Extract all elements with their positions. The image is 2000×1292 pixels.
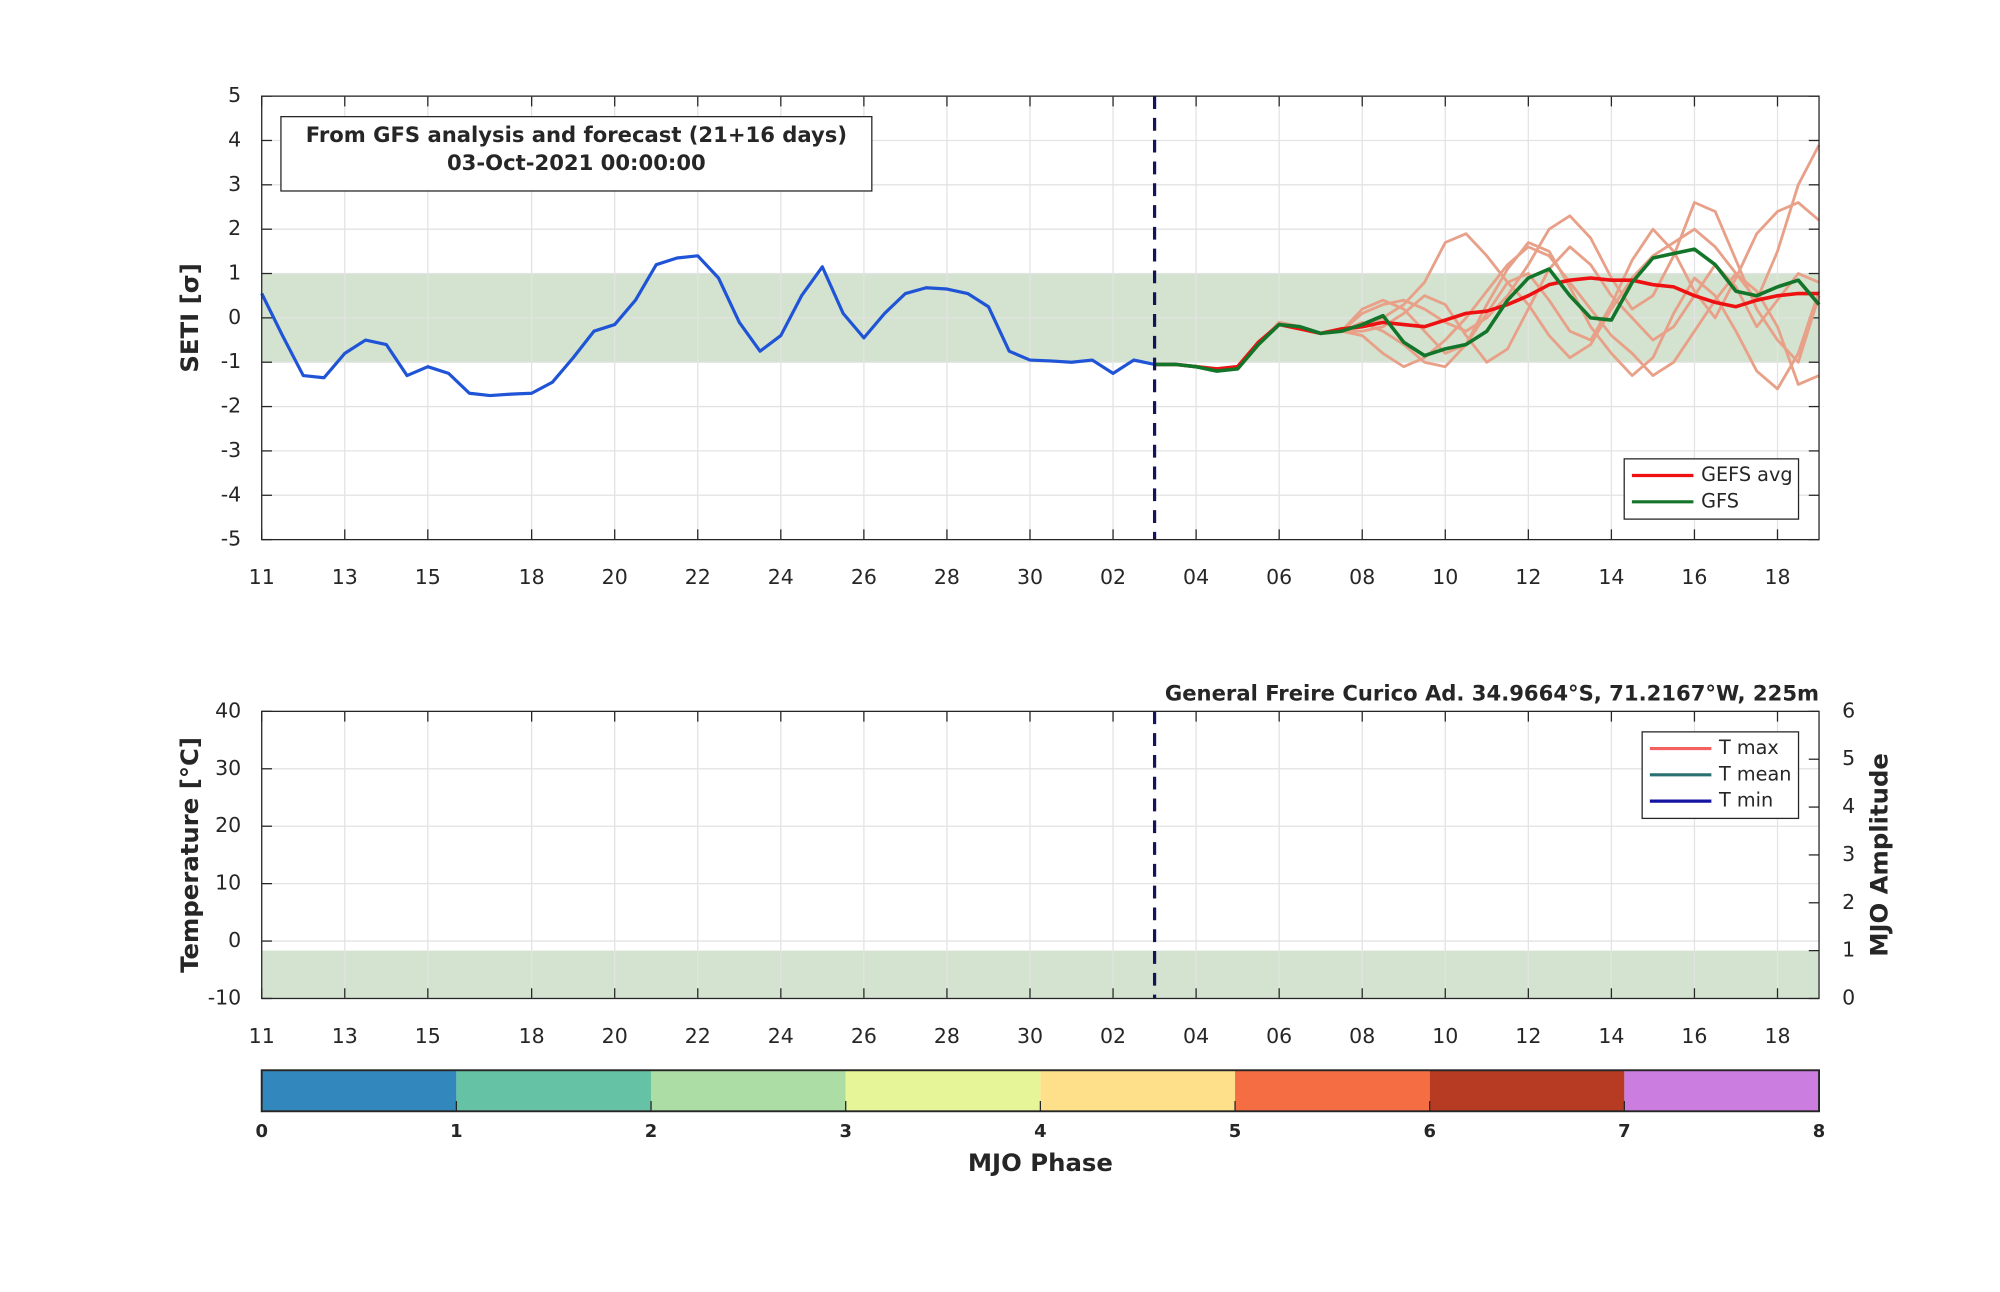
colorbar-segment: [1429, 1070, 1625, 1112]
y-tick-label: -4: [221, 482, 241, 506]
x-tick-label: 18: [1764, 565, 1790, 589]
colorbar-tick-label: 0: [255, 1121, 267, 1142]
y2-axis-label: MJO Amplitude: [1865, 753, 1894, 957]
y-tick-label: -5: [221, 527, 241, 551]
colorbar-tick-label: 6: [1423, 1121, 1435, 1142]
x-tick-label: 11: [249, 565, 275, 589]
colorbar-segment: [1624, 1070, 1820, 1112]
x-tick-label: 22: [685, 565, 711, 589]
title-box: [280, 115, 873, 192]
y-tick-label: 2: [228, 216, 241, 240]
analysis-line: [260, 254, 1155, 398]
x-tick-label: 08: [1349, 1024, 1375, 1048]
colorbar-label: MJO Phase: [968, 1148, 1113, 1177]
x-tick-label: 13: [332, 565, 358, 589]
x-tick-label: 14: [1598, 565, 1624, 589]
x-tick-label: 16: [1681, 1024, 1707, 1048]
y-tick-label: 5: [228, 83, 241, 107]
x-tick-label: 24: [768, 1024, 794, 1048]
x-tick-label: 16: [1681, 565, 1707, 589]
x-tick-label: 13: [332, 1024, 358, 1048]
x-tick-label: 18: [519, 1024, 545, 1048]
x-tick-label: 14: [1598, 1024, 1624, 1048]
y-tick-label: 4: [228, 127, 241, 151]
y2-tick-label: 5: [1842, 746, 1855, 770]
y-tick-label: 0: [228, 305, 241, 329]
band: [261, 950, 1820, 999]
x-tick-label: 28: [934, 1024, 960, 1048]
y-tick-label: 30: [215, 756, 241, 780]
x-tick-label: 02: [1100, 1024, 1126, 1048]
colorbar-segment: [261, 1070, 457, 1112]
legend-box: [1623, 458, 1800, 520]
x-tick-label: 06: [1266, 565, 1292, 589]
y2-tick-label: 6: [1842, 698, 1855, 722]
x-tick-label: 04: [1183, 1024, 1209, 1048]
chart-title: General Freire Curico Ad. 34.9664°S, 71.…: [1165, 681, 1819, 706]
y-tick-label: 3: [228, 172, 241, 196]
y2-tick-label: 2: [1842, 890, 1855, 914]
colorbar-tick-label: 3: [839, 1121, 851, 1142]
colorbar-segment: [456, 1070, 652, 1112]
x-tick-label: 30: [1017, 565, 1043, 589]
y-tick-label: 40: [215, 698, 241, 722]
colorbar-tick-label: 5: [1229, 1121, 1241, 1142]
legend-label: T mean: [1718, 762, 1791, 785]
series-line: [1154, 247, 1821, 373]
colorbar-tick-label: 8: [1813, 1121, 1825, 1142]
y-tick-label: -10: [208, 985, 241, 1009]
y-tick-label: -2: [221, 394, 241, 418]
axes-frame: [261, 710, 1820, 1000]
colorbar-segment: [1040, 1070, 1236, 1112]
y-axis-label: SETI [σ]: [175, 263, 204, 373]
y-tick-label: 10: [215, 871, 241, 895]
title-line: 03-Oct-2021 00:00:00: [447, 150, 706, 175]
x-tick-label: 15: [415, 1024, 441, 1048]
x-tick-label: 26: [851, 1024, 877, 1048]
legend-label: T min: [1718, 789, 1773, 812]
x-tick-label: 10: [1432, 565, 1458, 589]
x-tick-label: 30: [1017, 1024, 1043, 1048]
x-tick-label: 28: [934, 565, 960, 589]
y2-tick-label: 0: [1842, 985, 1855, 1009]
colorbar-tick-label: 2: [645, 1121, 657, 1142]
y-tick-label: -1: [221, 349, 241, 373]
colorbar-tick-label: 4: [1034, 1121, 1046, 1142]
y-tick-label: 1: [228, 261, 241, 285]
x-tick-label: 18: [1764, 1024, 1790, 1048]
x-tick-label: 02: [1100, 565, 1126, 589]
x-tick-label: 20: [602, 1024, 628, 1048]
y-axis-label: Temperature [°C]: [175, 737, 204, 973]
y-tick-label: 20: [215, 813, 241, 837]
colorbar-segment: [845, 1070, 1041, 1112]
x-tick-label: 12: [1515, 1024, 1541, 1048]
y2-tick-label: 1: [1842, 938, 1855, 962]
x-tick-label: 24: [768, 565, 794, 589]
x-tick-label: 12: [1515, 565, 1541, 589]
legend-label: GFS: [1701, 489, 1739, 512]
colorbar-segment: [1235, 1070, 1430, 1112]
x-tick-label: 26: [851, 565, 877, 589]
x-tick-label: 15: [415, 565, 441, 589]
y-tick-label: 0: [228, 928, 241, 952]
x-tick-label: 08: [1349, 565, 1375, 589]
colorbar-tick-label: 7: [1618, 1121, 1630, 1142]
x-tick-label: 10: [1432, 1024, 1458, 1048]
x-tick-label: 06: [1266, 1024, 1292, 1048]
colorbar-segment: [651, 1070, 846, 1112]
title-line: From GFS analysis and forecast (21+16 da…: [306, 122, 847, 147]
x-tick-label: 11: [249, 1024, 275, 1048]
x-tick-label: 04: [1183, 565, 1209, 589]
legend-label: T max: [1718, 736, 1779, 759]
y-tick-label: -3: [221, 438, 241, 462]
x-tick-label: 18: [519, 565, 545, 589]
y2-tick-label: 3: [1842, 842, 1855, 866]
axes-frame: [261, 95, 1820, 541]
y2-tick-label: 4: [1842, 794, 1855, 818]
colorbar-tick-label: 1: [450, 1121, 462, 1142]
legend-label: GEFS avg: [1701, 463, 1792, 486]
x-tick-label: 20: [602, 565, 628, 589]
x-tick-label: 22: [685, 1024, 711, 1048]
